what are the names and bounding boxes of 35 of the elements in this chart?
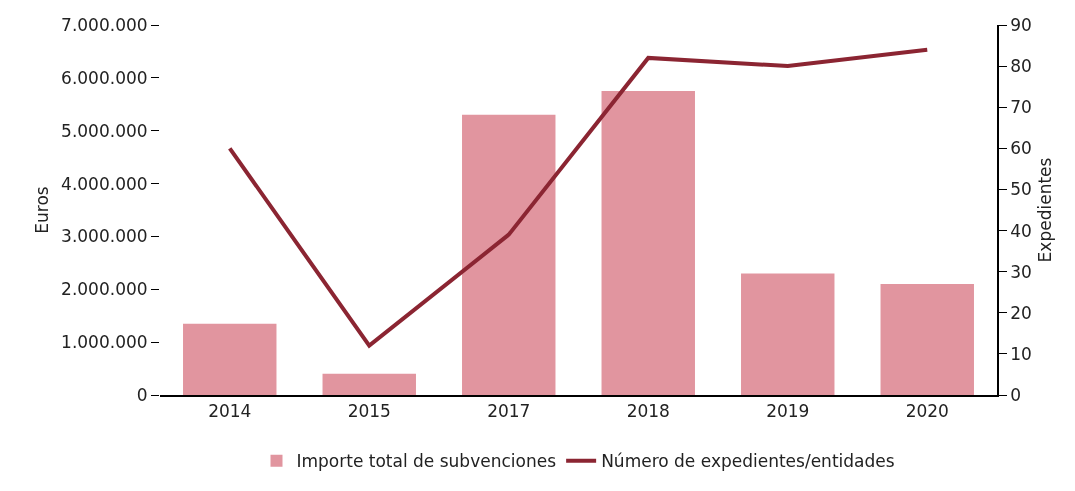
bar — [741, 273, 835, 395]
y2-tick-label: 0 — [1010, 384, 1021, 405]
line-series — [227, 47, 930, 348]
y-tick-label: 4.000.000 — [61, 173, 148, 194]
y-tick-label: 0 — [136, 384, 148, 405]
y2-tick-label: 40 — [1010, 220, 1032, 241]
x-tick-label: 2017 — [487, 401, 531, 422]
y2-tick-label: 50 — [1010, 179, 1032, 200]
x-tick-label: 2019 — [766, 401, 810, 422]
y-tick-label: 3.000.000 — [61, 226, 148, 247]
y-axis-title: Euros — [31, 186, 52, 234]
y2-tick-label: 60 — [1010, 138, 1032, 159]
y-tick-label: 7.000.000 — [61, 14, 148, 35]
y2-tick-label: 10 — [1010, 343, 1032, 364]
legend-label: Importe total de subvenciones — [296, 451, 557, 472]
y-tick-label: 1.000.000 — [61, 332, 148, 353]
legend-label: Número de expedientes/entidades — [601, 451, 895, 472]
y2-tick-label: 70 — [1010, 97, 1032, 118]
y2-tick-label: 20 — [1010, 302, 1032, 323]
y-tick-label: 2.000.000 — [61, 279, 148, 300]
bar — [601, 91, 695, 395]
y2-tick-label: 80 — [1010, 56, 1032, 77]
bar — [322, 373, 416, 395]
y2-tick-label: 90 — [1010, 14, 1032, 35]
x-tick-label: 2018 — [626, 401, 670, 422]
y-tick-label: 6.000.000 — [61, 67, 148, 88]
bar — [462, 114, 556, 395]
x-tick-label: 2020 — [905, 401, 949, 422]
y2-tick-label: 30 — [1010, 261, 1032, 282]
y-tick-label: 5.000.000 — [61, 120, 148, 141]
bar — [880, 284, 974, 395]
y2-axis-title: Expedientes — [1034, 157, 1055, 263]
x-tick-label: 2015 — [347, 401, 391, 422]
bar — [183, 323, 277, 395]
x-tick-label: 2014 — [208, 401, 252, 422]
